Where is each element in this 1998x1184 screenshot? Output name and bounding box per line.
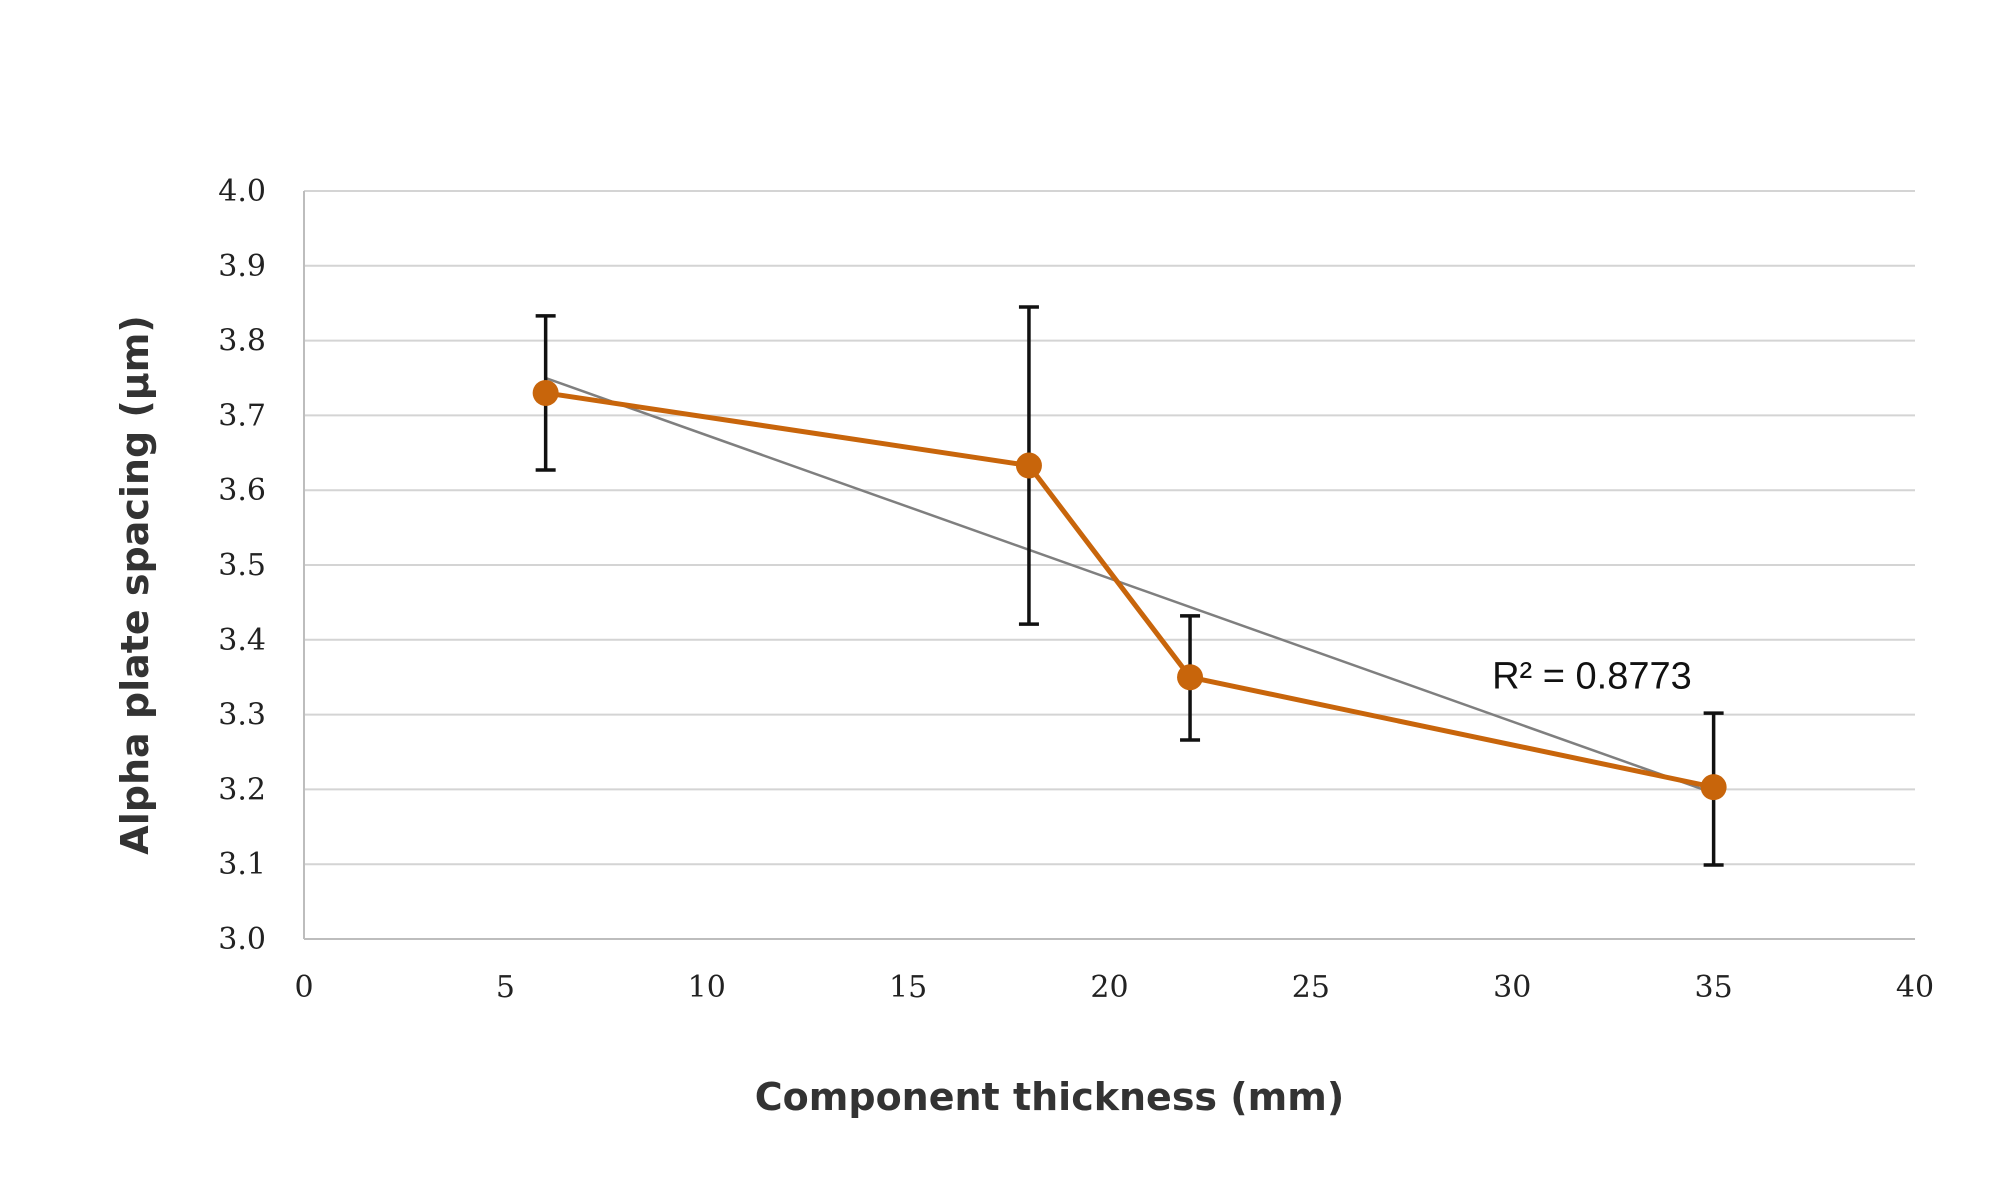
y-axis-title: Alpha plate spacing (µm) [113, 315, 157, 854]
r-squared-annotation: R² = 0.8773 [1492, 655, 1692, 697]
x-tick-labels: 0 5 10 15 20 25 30 35 40 [294, 970, 1934, 1005]
series-line [545, 390, 1715, 790]
data-point-0 [532, 379, 559, 406]
data-series [532, 379, 1727, 801]
x-tick-label-6: 30 [1493, 970, 1531, 1005]
x-tick-label-1: 5 [496, 970, 515, 1005]
y-tick-label-1: 3.1 [218, 847, 266, 882]
y-tick-label-0: 3.0 [218, 922, 266, 957]
gridlines [304, 190, 1915, 866]
y-tick-label-4: 3.4 [218, 623, 266, 658]
x-axis-title: Component thickness (mm) [755, 1075, 1344, 1119]
y-tick-label-3: 3.3 [218, 698, 266, 733]
y-tick-labels: 3.0 3.1 3.2 3.3 3.4 3.5 3.6 3.7 3.8 3.9 4.0 [218, 174, 266, 957]
data-point-1 [1015, 452, 1042, 479]
y-tick-label-9: 3.9 [218, 249, 266, 284]
trendline [545, 376, 1715, 795]
x-tick-label-0: 0 [294, 970, 313, 1005]
x-tick-label-7: 35 [1695, 970, 1733, 1005]
axes [303, 191, 1915, 940]
x-tick-label-4: 20 [1090, 970, 1128, 1005]
y-tick-label-8: 3.8 [218, 324, 266, 359]
y-tick-label-10: 4.0 [218, 174, 266, 209]
x-tick-label-3: 15 [889, 970, 927, 1005]
y-tick-label-7: 3.7 [218, 398, 266, 433]
data-point-3 [1700, 774, 1727, 801]
y-tick-label-2: 3.2 [218, 772, 266, 807]
x-tick-label-5: 25 [1292, 970, 1330, 1005]
y-tick-label-6: 3.6 [218, 473, 266, 508]
trendline-line [545, 376, 1715, 795]
data-point-2 [1177, 664, 1204, 691]
x-tick-label-8: 40 [1896, 970, 1934, 1005]
x-tick-label-2: 10 [688, 970, 726, 1005]
y-tick-label-5: 3.5 [218, 548, 266, 583]
